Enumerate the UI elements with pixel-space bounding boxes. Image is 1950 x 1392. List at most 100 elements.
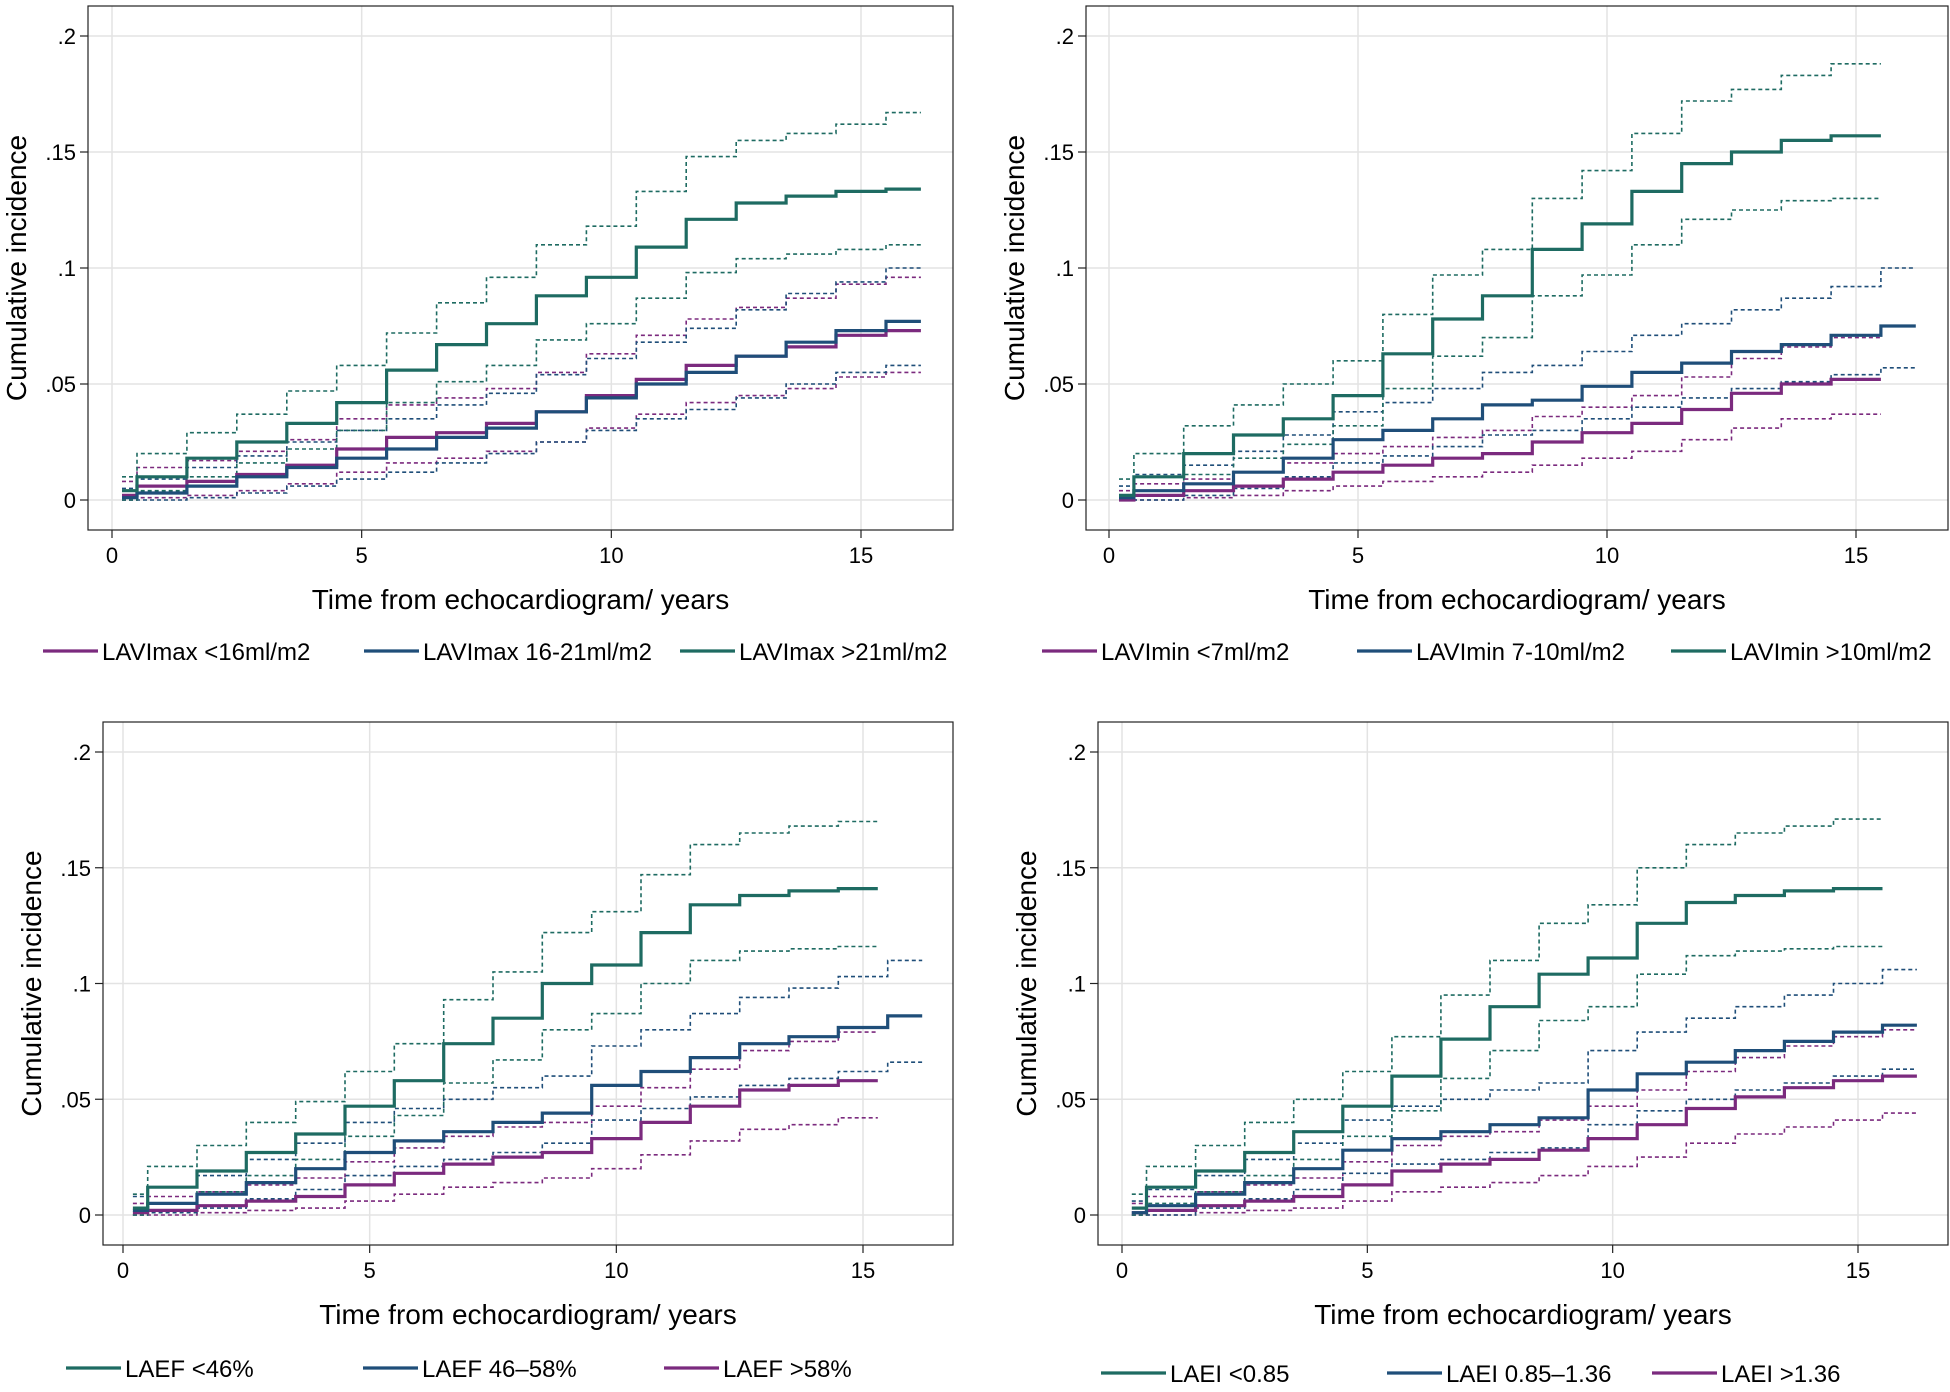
series-1 [122,267,921,501]
y-tick-label: .2 [1068,740,1086,765]
y-tick-label: .1 [58,256,76,281]
legend-label: LAEF >58% [723,1356,852,1383]
series-2 [122,111,921,501]
x-axis-label: Time from echocardiogram/ years [1308,584,1726,615]
ci-lower-line [122,244,921,501]
series-2 [1131,818,1883,1216]
estimate-line [1119,324,1916,500]
y-tick-label: .15 [60,856,91,881]
y-tick-label: .2 [58,24,76,49]
x-tick-label: 15 [1846,1258,1870,1283]
y-axis-label: Cumulative incidence [1011,850,1042,1116]
ci-upper-line [132,1031,878,1205]
ci-upper-line [1119,63,1881,480]
y-tick-label: .15 [45,140,76,165]
x-tick-label: 0 [117,1258,129,1283]
x-tick-label: 10 [604,1258,628,1283]
y-tick-label: .15 [1055,856,1086,881]
x-tick-label: 5 [1361,1258,1373,1283]
estimate-line [132,887,878,1210]
legend: LAEF <46% LAEF 46–58% LAEF >58% [66,1356,852,1383]
estimate-line [122,187,921,493]
x-tick-label: 5 [364,1258,376,1283]
ci-upper-line [1131,818,1883,1195]
chart-panel-2: 0 .05 .1 .15 .2 0 5 10 15 Time from echocardiogra… [999,5,1949,666]
y-tick-label: 0 [79,1203,91,1228]
legend-label: LAEI >1.36 [1721,1361,1840,1388]
legend: LAEI <0.85 LAEI 0.85–1.36 LAEI >1.36 [1101,1361,1840,1388]
chart-panel-1: 0 .05 .1 .15 .2 0 5 10 15 Time from echocardiogra… [1,5,954,666]
series-2 [132,820,878,1216]
estimate-line [1131,887,1883,1210]
x-tick-label: 0 [1116,1258,1128,1283]
x-tick-label: 15 [851,1258,875,1283]
chart-panel-4: 0 .05 .1 .15 .2 0 5 10 15 Time from echocardiogra… [1011,721,1949,1388]
estimate-line [122,319,921,500]
y-tick-label: .1 [1068,972,1086,997]
legend-label: LAVImin 7-10ml/m2 [1416,639,1625,666]
ci-lower-line [1131,1068,1917,1216]
x-tick-label: 10 [1600,1258,1624,1283]
ci-upper-line [1131,968,1917,1202]
series-1 [132,959,923,1216]
ci-upper-line [122,111,921,478]
y-tick-label: 0 [64,488,76,513]
ci-lower-line [122,371,921,501]
estimate-line [132,1079,878,1215]
y-tick-label: .1 [1056,256,1074,281]
y-axis-label: Cumulative incidence [16,850,47,1116]
estimate-line [1119,377,1881,502]
x-tick-label: 10 [1595,543,1619,568]
ci-lower-line [1131,945,1883,1216]
legend-label: LAVImax >21ml/m2 [739,639,947,666]
x-axis-label: Time from echocardiogram/ years [1314,1299,1732,1330]
legend-label: LAVImax 16-21ml/m2 [423,639,652,666]
x-tick-label: 15 [849,543,873,568]
ci-lower-line [132,1117,878,1216]
ci-upper-line [122,267,921,490]
series-0 [122,276,921,501]
estimate-line [122,329,921,497]
ci-lower-line [1131,1112,1917,1216]
y-tick-label: 0 [1074,1203,1086,1228]
legend-label: LAVImin <7ml/m2 [1101,639,1289,666]
estimate-line [1119,134,1881,497]
x-tick-label: 15 [1844,543,1868,568]
x-tick-label: 5 [356,543,368,568]
y-axis-label: Cumulative incidence [999,135,1030,401]
legend: LAVImin <7ml/m2 LAVImin 7-10ml/m2 LAVImin … [1042,639,1932,666]
estimate-line [132,1014,923,1212]
ci-upper-line [1131,1029,1917,1205]
x-tick-label: 5 [1352,543,1364,568]
chart-panel-3: 0 .05 .1 .15 .2 0 5 10 15 Time from echocardiogra… [16,721,954,1383]
ci-upper-line [132,820,878,1195]
ci-lower-line [132,945,878,1216]
y-tick-label: .2 [1056,24,1074,49]
x-tick-label: 10 [599,543,623,568]
estimate-line [1131,1023,1917,1215]
y-tick-label: .05 [1043,372,1074,397]
ci-upper-line [1119,336,1881,492]
legend-label: LAEI 0.85–1.36 [1446,1361,1611,1388]
legend: LAVImax <16ml/m2 LAVImax 16-21ml/m2 LAVIma… [43,639,947,666]
y-tick-label: .05 [60,1087,91,1112]
x-tick-label: 0 [1103,543,1115,568]
ci-lower-line [122,364,921,501]
legend-label: LAVImax <16ml/m2 [102,639,310,666]
legend-label: LAEF <46% [125,1356,254,1383]
legend-label: LAVImin >10ml/m2 [1730,639,1932,666]
x-axis-label: Time from echocardiogram/ years [312,584,730,615]
y-tick-label: .05 [1055,1087,1086,1112]
x-tick-label: 0 [106,543,118,568]
x-axis-label: Time from echocardiogram/ years [319,1299,737,1330]
y-tick-label: .15 [1043,140,1074,165]
y-tick-label: .2 [73,740,91,765]
y-axis-label: Cumulative incidence [1,135,32,401]
legend-label: LAEI <0.85 [1170,1361,1289,1388]
estimate-line [1131,1074,1917,1215]
y-tick-label: .1 [73,972,91,997]
y-tick-label: .05 [45,372,76,397]
y-tick-label: 0 [1062,488,1074,513]
legend-label: LAEF 46–58% [422,1356,577,1383]
